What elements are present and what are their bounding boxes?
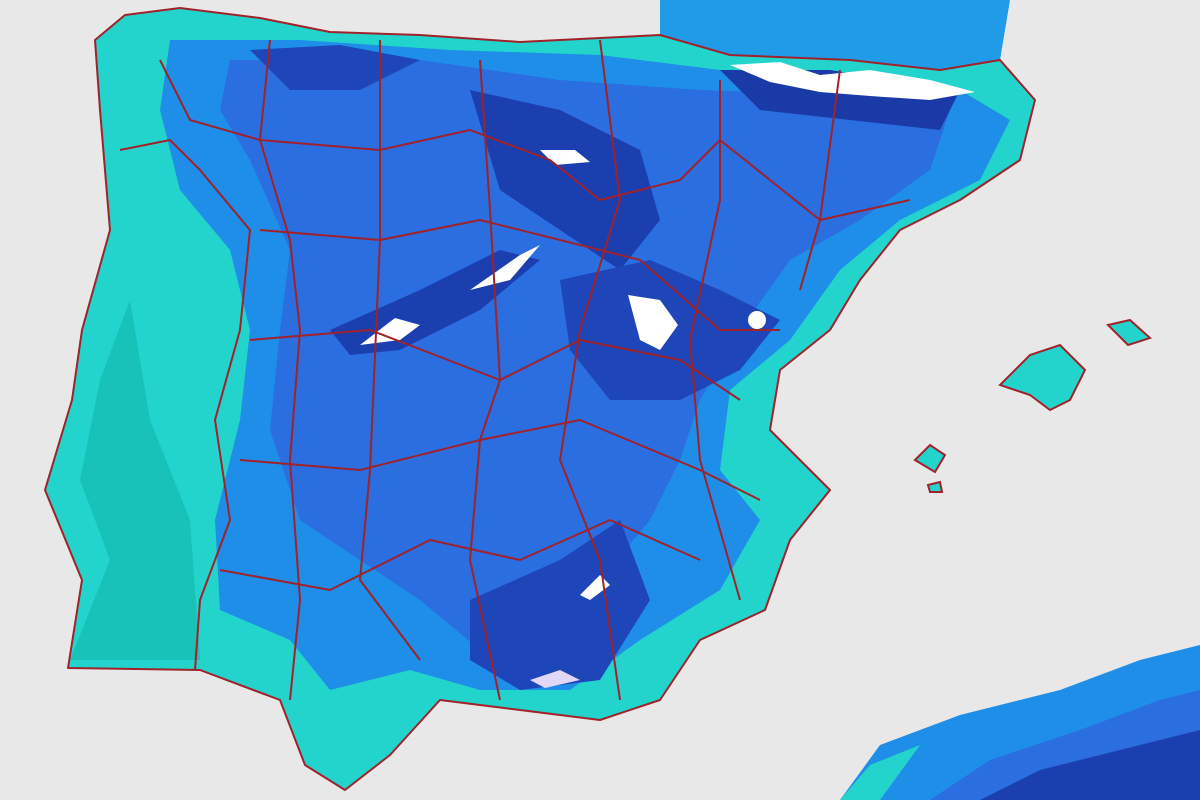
atlas-range — [980, 730, 1200, 800]
ibiza — [913, 443, 947, 474]
mallorca — [998, 343, 1087, 412]
africa-coast — [840, 745, 920, 800]
province-border — [159, 59, 911, 221]
province-border — [799, 69, 841, 291]
france-land — [660, 0, 1010, 70]
province-border — [359, 40, 421, 661]
coastline — [44, 7, 1036, 791]
snow-guadarrama — [470, 245, 540, 290]
snow-cuenca — [628, 295, 678, 350]
province-border — [469, 59, 501, 701]
cantabrian-range — [250, 45, 420, 90]
province-border — [559, 39, 621, 701]
snow-pyrenees — [730, 62, 975, 100]
snow-patch — [748, 311, 766, 329]
portugal-lowland — [70, 300, 200, 660]
province-border — [239, 419, 761, 501]
menorca — [1106, 318, 1152, 347]
province-border — [259, 39, 301, 701]
province-border — [249, 329, 741, 401]
province-border — [219, 519, 701, 591]
portugal-border — [119, 139, 251, 671]
betic-range — [470, 520, 650, 690]
formentera — [926, 480, 944, 493]
province-border — [689, 80, 741, 601]
snow-nevada — [530, 670, 580, 688]
